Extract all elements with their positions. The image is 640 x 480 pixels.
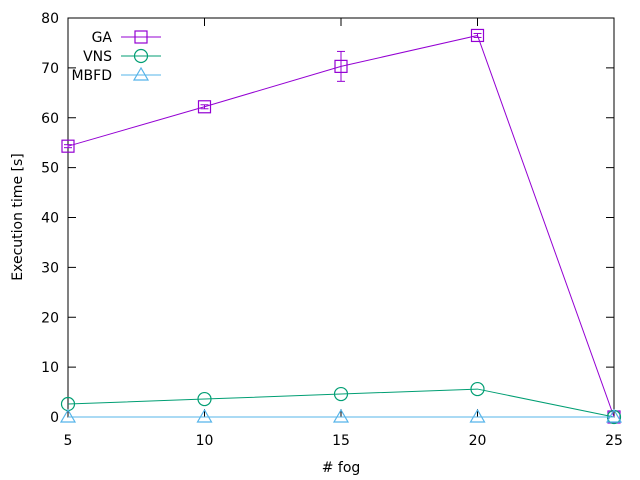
y-tick-label: 30 xyxy=(41,260,59,276)
legend-label: VNS xyxy=(83,49,112,65)
y-tick-label: 60 xyxy=(41,111,59,127)
y-tick-label: 40 xyxy=(41,211,59,227)
data-point xyxy=(469,408,486,423)
data-point xyxy=(605,408,623,423)
series-layer xyxy=(59,28,623,425)
axis-ticks: 0 10 20 30 40 50 60 70 80 5 10 15 20 25 xyxy=(41,11,623,449)
data-point xyxy=(332,408,350,423)
x-tick-label: 15 xyxy=(332,433,350,449)
data-point xyxy=(470,381,485,397)
series-line xyxy=(67,388,615,418)
series-ga xyxy=(61,28,621,424)
data-point xyxy=(197,100,212,114)
x-tick-label: 25 xyxy=(605,433,623,449)
x-tick-label: 20 xyxy=(469,433,487,449)
legend-marker xyxy=(134,30,148,44)
legend-marker xyxy=(133,48,149,64)
y-tick-label: 50 xyxy=(41,161,59,177)
series-line xyxy=(67,34,615,418)
y-tick-label: 20 xyxy=(41,310,59,326)
y-tick-label: 80 xyxy=(41,11,59,27)
series-mbfd xyxy=(59,408,623,423)
data-point xyxy=(333,386,349,402)
data-point xyxy=(59,408,77,423)
data-point xyxy=(197,391,212,407)
x-axis-label: # fog xyxy=(322,460,361,476)
series-vns xyxy=(60,381,622,425)
data-point xyxy=(470,28,485,43)
legend: GA VNS MBFD xyxy=(71,30,161,84)
legend-marker xyxy=(132,66,150,81)
legend-label: MBFD xyxy=(71,68,112,84)
data-point xyxy=(61,139,75,153)
y-tick-label: 0 xyxy=(50,410,59,426)
y-tick-label: 10 xyxy=(41,360,59,376)
data-point xyxy=(196,408,213,423)
data-point xyxy=(334,59,348,73)
legend-label: GA xyxy=(92,30,113,46)
x-tick-label: 5 xyxy=(64,433,73,449)
y-axis-label: Execution time [s] xyxy=(10,153,26,280)
x-tick-label: 10 xyxy=(196,433,214,449)
y-tick-label: 70 xyxy=(41,61,59,77)
